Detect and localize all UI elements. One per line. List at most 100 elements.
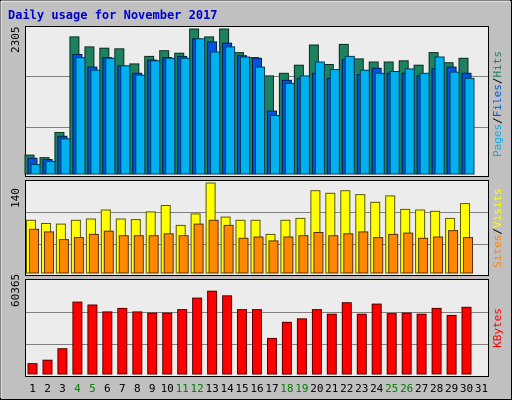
bar-kbytes-day-19: [296, 318, 307, 375]
bar-pages-day-25: [389, 71, 400, 175]
bar-sites-day-6: [103, 230, 114, 274]
bar-sites-day-23: [358, 231, 369, 274]
bar-kbytes-day-9: [147, 312, 158, 375]
bar-sites-day-17: [268, 240, 279, 274]
bar-sites-day-26: [403, 232, 414, 274]
bar-pages-day-8: [135, 74, 146, 175]
x-tick-label-day-3: 3: [59, 382, 66, 395]
legend-item-files: Files: [491, 84, 504, 117]
bar-kbytes-day-29: [446, 314, 457, 375]
bar-pages-day-21: [329, 69, 340, 175]
bar-pages-day-22: [344, 55, 355, 175]
bar-kbytes-day-17: [267, 337, 277, 375]
x-tick-label-day-10: 10: [161, 382, 174, 395]
bar-sites-day-27: [418, 237, 429, 274]
y-max-label-visits-sites: 140: [9, 188, 22, 208]
y-max-label-hits-files-pages: 2305: [9, 27, 22, 54]
bar-kbytes-day-27: [416, 313, 427, 375]
bar-pages-day-30: [464, 77, 475, 175]
bar-pages-day-10: [165, 57, 176, 175]
bar-sites-day-24: [373, 237, 384, 274]
bar-pages-day-12: [195, 38, 206, 175]
legend-item-sites: Sites: [491, 235, 504, 268]
x-tick-label-day-12: 12: [190, 382, 203, 395]
x-tick-label-day-30: 30: [460, 382, 473, 395]
bar-kbytes-day-6: [102, 311, 113, 375]
bar-kbytes-day-11: [177, 309, 188, 375]
bar-sites-day-30: [463, 237, 473, 274]
bar-pages-day-14: [225, 46, 236, 175]
x-tick-label-day-11: 11: [176, 382, 189, 395]
bar-kbytes-day-20: [311, 309, 322, 375]
bar-sites-day-29: [448, 230, 459, 274]
bar-kbytes-day-15: [237, 309, 247, 375]
bar-sites-day-21: [328, 235, 339, 274]
x-tick-label-day-24: 24: [370, 382, 384, 395]
bar-sites-day-22: [343, 233, 354, 274]
bar-kbytes-day-4: [72, 301, 83, 375]
x-tick-label-day-1: 1: [29, 382, 36, 395]
x-tick-label-day-4: 4: [74, 382, 81, 395]
bar-kbytes-day-25: [386, 313, 397, 375]
bar-kbytes-day-16: [252, 309, 262, 375]
bar-sites-day-12: [193, 223, 204, 274]
bar-sites-day-7: [118, 235, 129, 274]
x-tick-label-day-6: 6: [104, 382, 111, 395]
bar-sites-day-1: [29, 228, 39, 274]
bar-sites-day-16: [253, 236, 264, 274]
x-tick-label-day-18: 18: [280, 382, 293, 395]
bar-kbytes-day-7: [117, 307, 128, 375]
bar-sites-day-15: [238, 237, 249, 274]
bar-kbytes-day-2: [42, 359, 53, 375]
bar-sites-day-18: [283, 236, 294, 274]
bar-kbytes-day-8: [132, 311, 143, 375]
bar-sites-day-14: [223, 224, 234, 274]
bar-sites-day-3: [58, 239, 69, 274]
bar-pages-day-7: [120, 65, 131, 175]
bar-sites-day-10: [163, 233, 174, 274]
x-tick-label-day-19: 19: [295, 382, 308, 395]
bar-kbytes-day-14: [222, 295, 233, 375]
x-tick-label-day-20: 20: [310, 382, 323, 395]
x-tick-label-day-16: 16: [250, 382, 263, 395]
bar-pages-day-4: [75, 57, 86, 175]
bar-kbytes-day-1: [27, 363, 38, 375]
bar-kbytes-day-26: [401, 312, 412, 375]
bar-pages-day-18: [284, 82, 295, 175]
x-tick-label-day-7: 7: [119, 382, 126, 395]
x-tick-label-day-23: 23: [355, 382, 368, 395]
bar-pages-day-3: [60, 138, 71, 175]
bar-sites-day-19: [298, 235, 309, 274]
legend-item-kbytes: KBytes: [491, 308, 504, 348]
bar-sites-day-25: [388, 233, 399, 274]
x-tick-label-day-28: 28: [430, 382, 443, 395]
legend-separator: /: [491, 78, 504, 85]
bar-pages-day-29: [449, 71, 460, 175]
bar-pages-day-20: [314, 61, 325, 175]
bar-kbytes-day-5: [87, 304, 98, 375]
bar-sites-day-11: [178, 235, 189, 274]
bar-pages-day-11: [180, 57, 191, 175]
bar-pages-day-26: [404, 68, 415, 175]
legend-visits-sites: Sites/Visits: [491, 188, 504, 268]
x-tick-label-day-15: 15: [235, 382, 248, 395]
x-tick-label-day-29: 29: [445, 382, 458, 395]
bar-kbytes-day-12: [192, 297, 203, 375]
bar-pages-day-13: [210, 51, 221, 175]
x-tick-label-day-31: 31: [475, 382, 488, 395]
x-tick-label-day-22: 22: [340, 382, 353, 395]
x-tick-label-day-17: 17: [265, 382, 278, 395]
bar-kbytes-day-13: [207, 290, 218, 375]
bar-kbytes-day-10: [162, 312, 173, 375]
bar-pages-day-17: [270, 115, 280, 175]
bar-sites-day-9: [148, 235, 159, 274]
legend-item-pages: Pages: [491, 124, 504, 157]
bar-pages-day-24: [374, 72, 385, 175]
legend-item-visits: Visits: [491, 188, 504, 228]
bar-pages-day-28: [434, 56, 445, 175]
bar-pages-day-2: [45, 160, 56, 175]
legend-separator: /: [491, 228, 504, 235]
bar-pages-day-6: [105, 57, 116, 175]
bar-sites-day-5: [88, 233, 99, 274]
